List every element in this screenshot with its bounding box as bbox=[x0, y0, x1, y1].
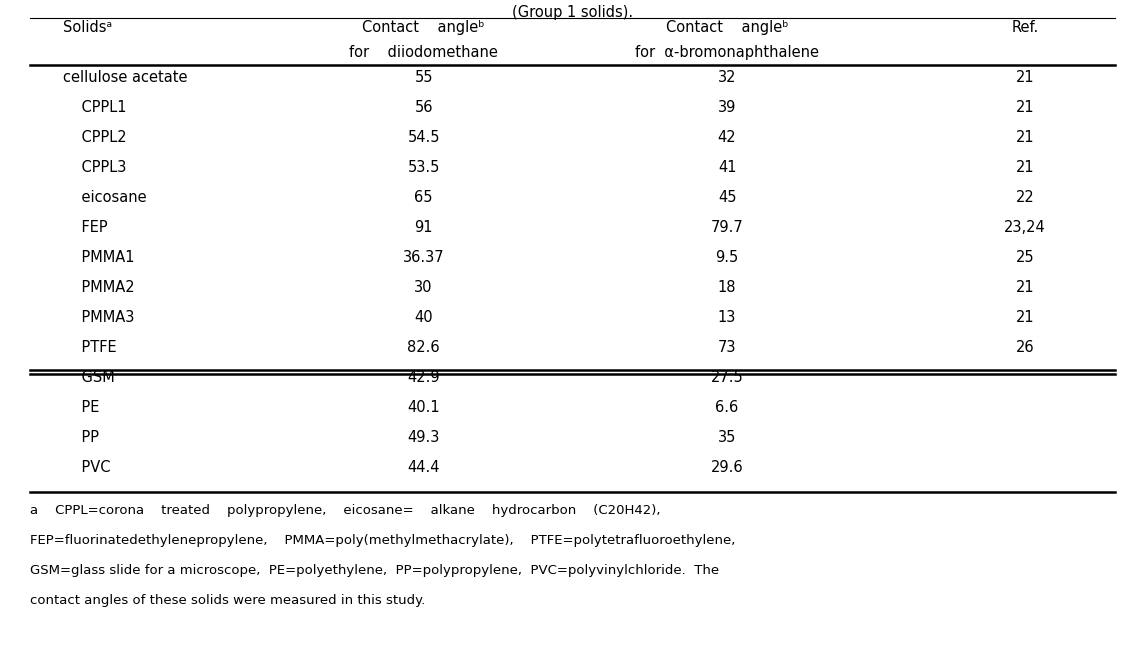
Text: 44.4: 44.4 bbox=[408, 460, 440, 475]
Text: 26: 26 bbox=[1016, 340, 1034, 355]
Text: 27.5: 27.5 bbox=[711, 370, 743, 385]
Text: 53.5: 53.5 bbox=[408, 160, 440, 175]
Text: PTFE: PTFE bbox=[63, 340, 117, 355]
Text: (Group 1 solids).: (Group 1 solids). bbox=[512, 5, 633, 20]
Text: 6.6: 6.6 bbox=[716, 400, 739, 415]
Text: 32: 32 bbox=[718, 70, 736, 85]
Text: GSM: GSM bbox=[63, 370, 114, 385]
Text: 82.6: 82.6 bbox=[408, 340, 440, 355]
Text: 42: 42 bbox=[718, 130, 736, 145]
Text: 56: 56 bbox=[414, 100, 433, 115]
Text: 22: 22 bbox=[1016, 190, 1034, 205]
Text: 54.5: 54.5 bbox=[408, 130, 440, 145]
Text: 21: 21 bbox=[1016, 100, 1034, 115]
Text: 73: 73 bbox=[718, 340, 736, 355]
Text: for    diiodomethane: for diiodomethane bbox=[349, 45, 498, 60]
Text: 25: 25 bbox=[1016, 250, 1034, 265]
Text: FEP=fluorinatedethylenepropylene,    PMMA=poly(methylmethacrylate),    PTFE=poly: FEP=fluorinatedethylenepropylene, PMMA=p… bbox=[30, 534, 735, 547]
Text: PMMA2: PMMA2 bbox=[63, 280, 135, 295]
Text: 91: 91 bbox=[414, 220, 433, 235]
Text: 79.7: 79.7 bbox=[711, 220, 743, 235]
Text: PP: PP bbox=[63, 430, 98, 445]
Text: 55: 55 bbox=[414, 70, 433, 85]
Text: 65: 65 bbox=[414, 190, 433, 205]
Text: 40: 40 bbox=[414, 310, 433, 325]
Text: CPPL2: CPPL2 bbox=[63, 130, 127, 145]
Text: 42.9: 42.9 bbox=[408, 370, 440, 385]
Text: 49.3: 49.3 bbox=[408, 430, 440, 445]
Text: Contact    angleᵇ: Contact angleᵇ bbox=[363, 20, 484, 35]
Text: 29.6: 29.6 bbox=[711, 460, 743, 475]
Text: 13: 13 bbox=[718, 310, 736, 325]
Text: 21: 21 bbox=[1016, 280, 1034, 295]
Text: GSM=glass slide for a microscope,  PE=polyethylene,  PP=polypropylene,  PVC=poly: GSM=glass slide for a microscope, PE=pol… bbox=[30, 564, 719, 577]
Text: Contact    angleᵇ: Contact angleᵇ bbox=[666, 20, 788, 35]
Text: 18: 18 bbox=[718, 280, 736, 295]
Text: 39: 39 bbox=[718, 100, 736, 115]
Text: PE: PE bbox=[63, 400, 100, 415]
Text: a    CPPL=corona    treated    polypropylene,    eicosane=    alkane    hydrocar: a CPPL=corona treated polypropylene, eic… bbox=[30, 504, 661, 517]
Text: 35: 35 bbox=[718, 430, 736, 445]
Text: 36.37: 36.37 bbox=[403, 250, 444, 265]
Text: CPPL1: CPPL1 bbox=[63, 100, 126, 115]
Text: 40.1: 40.1 bbox=[408, 400, 440, 415]
Text: PMMA1: PMMA1 bbox=[63, 250, 134, 265]
Text: FEP: FEP bbox=[63, 220, 108, 235]
Text: PVC: PVC bbox=[63, 460, 110, 475]
Text: Solidsᵃ: Solidsᵃ bbox=[63, 20, 112, 35]
Text: 23,24: 23,24 bbox=[1004, 220, 1045, 235]
Text: for  α-bromonaphthalene: for α-bromonaphthalene bbox=[635, 45, 819, 60]
Text: contact angles of these solids were measured in this study.: contact angles of these solids were meas… bbox=[30, 594, 425, 607]
Text: 21: 21 bbox=[1016, 160, 1034, 175]
Text: 21: 21 bbox=[1016, 310, 1034, 325]
Text: Ref.: Ref. bbox=[1011, 20, 1039, 35]
Text: eicosane: eicosane bbox=[63, 190, 147, 205]
Text: 21: 21 bbox=[1016, 130, 1034, 145]
Text: 45: 45 bbox=[718, 190, 736, 205]
Text: cellulose acetate: cellulose acetate bbox=[63, 70, 188, 85]
Text: 41: 41 bbox=[718, 160, 736, 175]
Text: PMMA3: PMMA3 bbox=[63, 310, 134, 325]
Text: CPPL3: CPPL3 bbox=[63, 160, 126, 175]
Text: 21: 21 bbox=[1016, 70, 1034, 85]
Text: 30: 30 bbox=[414, 280, 433, 295]
Text: 9.5: 9.5 bbox=[716, 250, 739, 265]
